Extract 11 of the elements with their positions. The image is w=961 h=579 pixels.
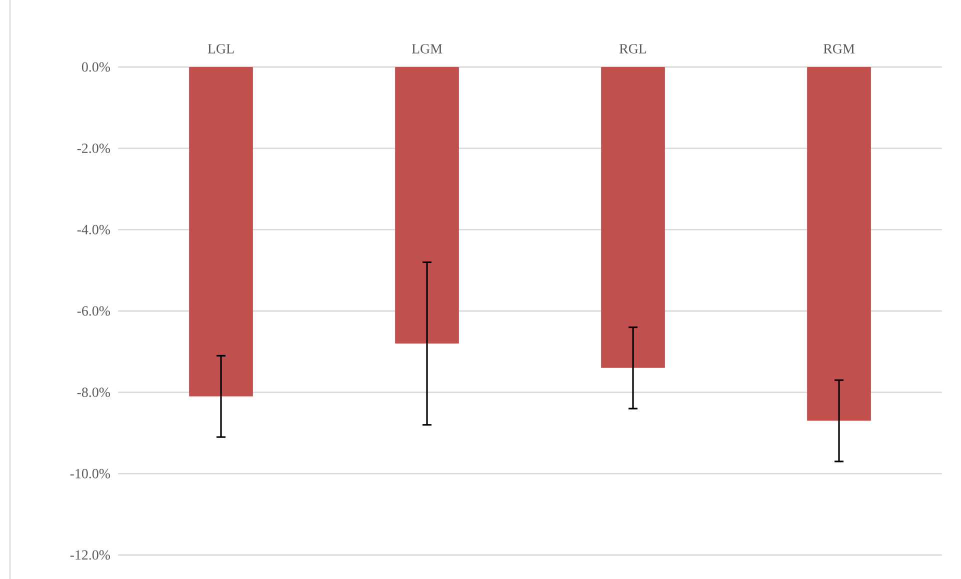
x-tick-label: LGL [208,44,234,54]
x-tick-label: RGM [824,44,854,54]
x-tick-label: LGM [412,44,442,54]
y-tick-label: -12.0% [70,550,110,560]
y-tick-label: 0.0% [82,62,110,72]
x-tick-label: RGL [619,44,646,54]
y-tick-label: -6.0% [77,306,110,316]
y-tick-label: -8.0% [77,388,110,398]
y-tick-label: -2.0% [77,144,110,154]
y-tick-label: -4.0% [77,224,110,234]
y-tick-label: -10.0% [70,468,110,478]
